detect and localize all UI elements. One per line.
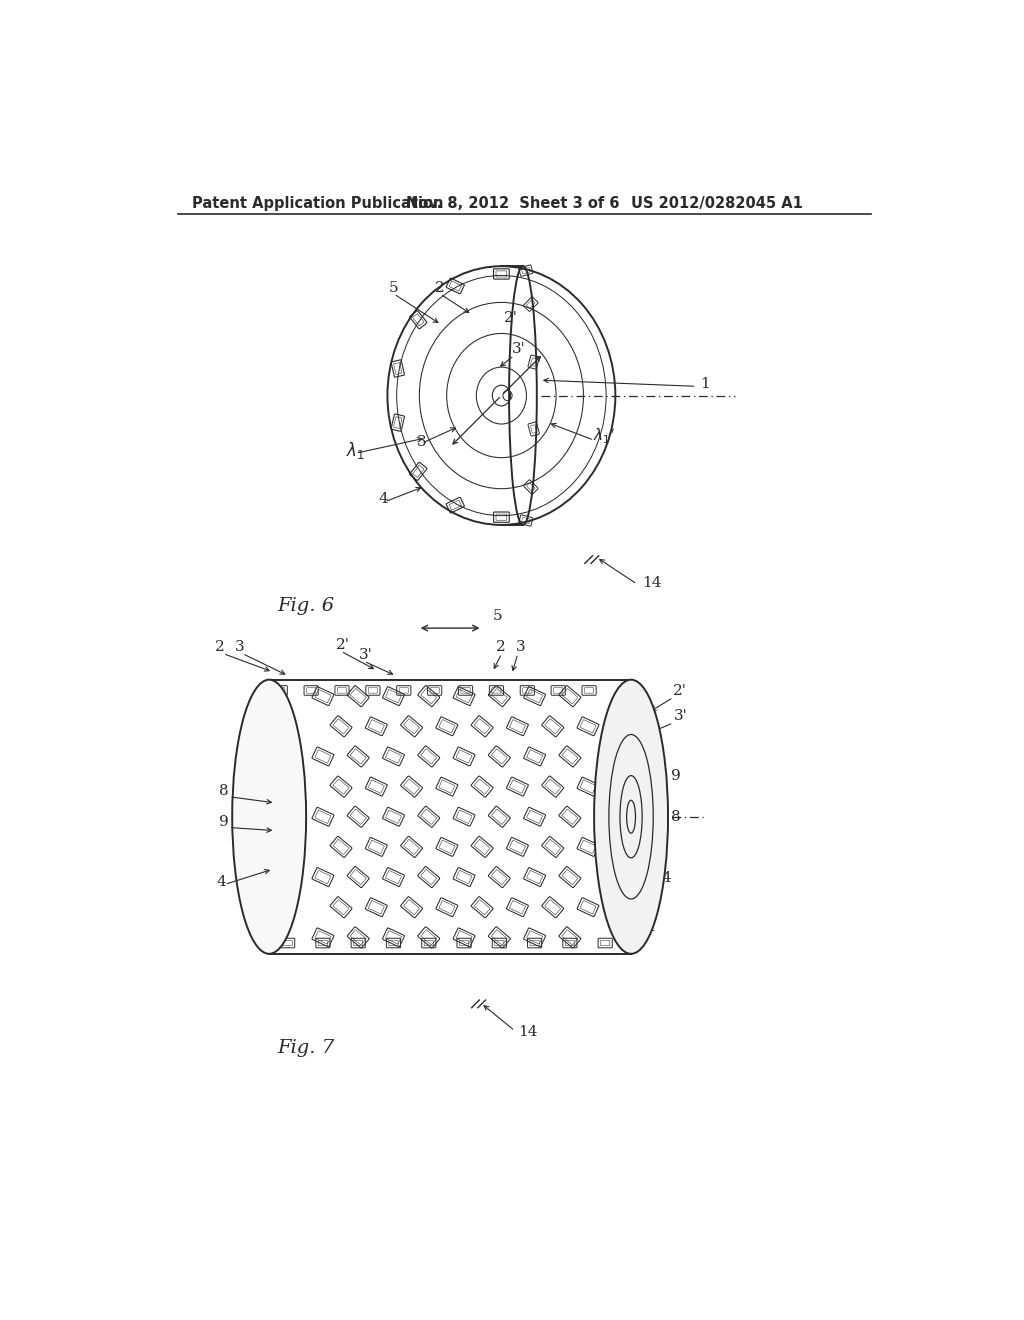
Text: 5: 5	[388, 281, 398, 294]
Text: 2: 2	[497, 640, 506, 655]
Text: 4: 4	[379, 492, 388, 507]
Text: 3': 3'	[512, 342, 525, 356]
Text: 3: 3	[234, 640, 244, 655]
Text: 2': 2'	[674, 684, 687, 698]
Text: 1: 1	[646, 920, 656, 933]
Text: 2: 2	[215, 640, 225, 655]
Text: 3: 3	[515, 640, 525, 655]
Text: 2': 2'	[336, 638, 350, 652]
Text: 3': 3'	[674, 710, 687, 723]
Text: 4: 4	[662, 871, 672, 886]
Text: 8: 8	[671, 809, 681, 824]
Ellipse shape	[594, 680, 668, 954]
Ellipse shape	[232, 680, 306, 954]
Text: 9: 9	[219, 814, 228, 829]
Text: Nov. 8, 2012  Sheet 3 of 6: Nov. 8, 2012 Sheet 3 of 6	[407, 195, 620, 211]
Text: 4: 4	[217, 875, 226, 890]
Text: 14: 14	[643, 576, 663, 590]
Text: Fig. 6: Fig. 6	[276, 597, 334, 615]
Text: Fig. 7: Fig. 7	[276, 1039, 334, 1057]
Text: $\lambda_1$: $\lambda_1$	[346, 440, 366, 461]
Text: 1: 1	[700, 378, 710, 391]
Text: 2: 2	[435, 281, 444, 294]
Text: 9: 9	[671, 768, 681, 783]
Text: 2': 2'	[504, 312, 518, 326]
Text: 14: 14	[518, 1026, 538, 1039]
Text: US 2012/0282045 A1: US 2012/0282045 A1	[631, 195, 803, 211]
Text: 5: 5	[493, 610, 502, 623]
Text: 8: 8	[219, 784, 228, 799]
Text: Patent Application Publication: Patent Application Publication	[193, 195, 443, 211]
Text: 3': 3'	[359, 648, 373, 661]
Text: $\lambda_1{'}$: $\lambda_1{'}$	[593, 428, 614, 446]
Text: 3: 3	[417, 434, 427, 449]
